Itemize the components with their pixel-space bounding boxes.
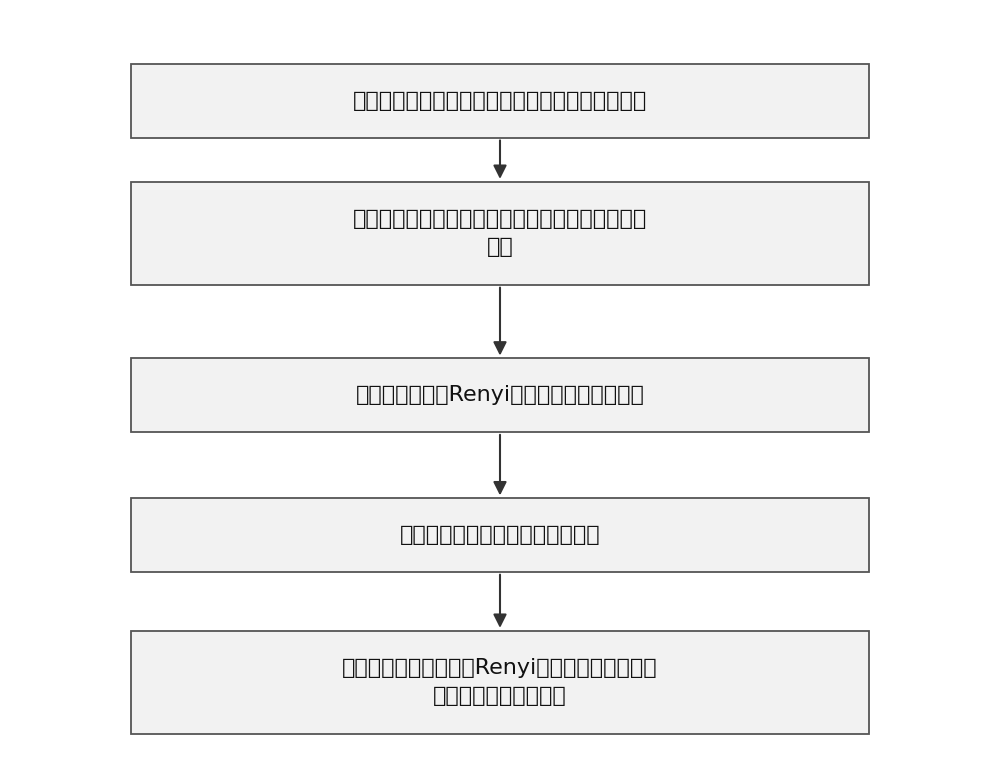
FancyBboxPatch shape: [131, 498, 869, 572]
Text: 基于改进变分模态分解Renyi熵和单类支持向量机
轴承故障诊断模型实现: 基于改进变分模态分解Renyi熵和单类支持向量机 轴承故障诊断模型实现: [342, 659, 658, 706]
Text: 天牛须搜索算法优化变分模态分解，得到固有模态
函数: 天牛须搜索算法优化变分模态分解，得到固有模态 函数: [353, 209, 647, 258]
Text: 阶比跟踪技术对轴承故障振动信号进行角域重采样: 阶比跟踪技术对轴承故障振动信号进行角域重采样: [353, 91, 647, 110]
Text: 增量学习算法训练单类支持向量机: 增量学习算法训练单类支持向量机: [400, 525, 600, 545]
FancyBboxPatch shape: [131, 182, 869, 285]
FancyBboxPatch shape: [131, 631, 869, 734]
FancyBboxPatch shape: [131, 64, 869, 138]
FancyBboxPatch shape: [131, 359, 869, 432]
Text: 提取模态函数的Renyi熵特征，构建特征子集: 提取模态函数的Renyi熵特征，构建特征子集: [356, 385, 644, 405]
